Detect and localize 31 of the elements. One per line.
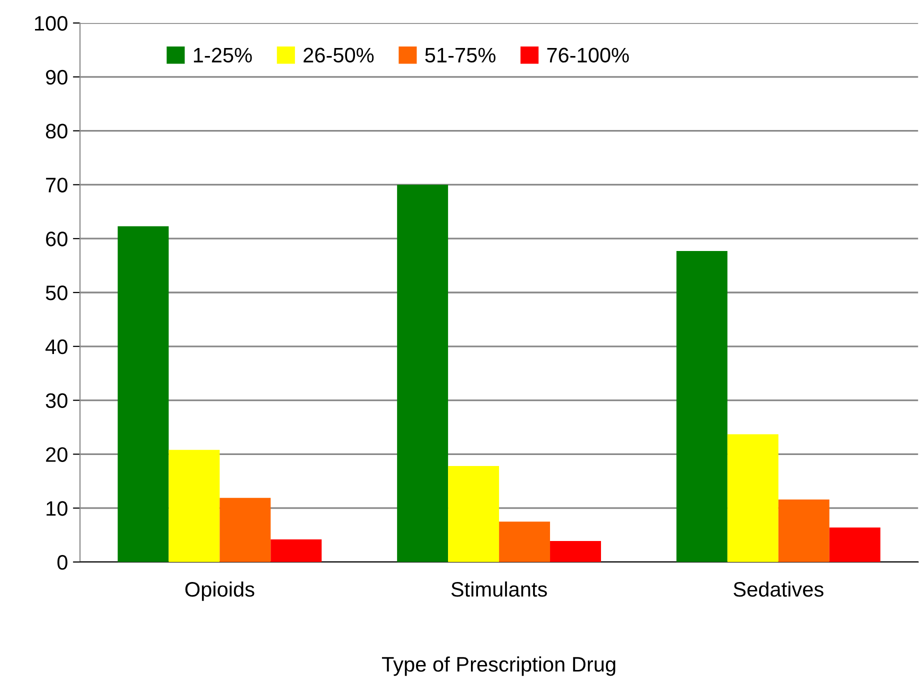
bar (270, 539, 322, 562)
legend-label: 76-100% (547, 48, 629, 63)
bar (499, 522, 550, 562)
bar (220, 498, 271, 562)
bar (168, 450, 220, 562)
y-tick-label: 20 (46, 447, 68, 462)
bar (550, 540, 602, 562)
bar (397, 184, 448, 562)
x-tick-label: Opioids (185, 581, 254, 601)
legend-label: 51-75% (425, 48, 496, 63)
x-axis-title: Type of Prescription Drug (382, 656, 616, 676)
y-tick-label: 70 (46, 178, 68, 192)
y-tick-label: 60 (46, 232, 68, 246)
bar (829, 528, 880, 562)
y-tick-label: 90 (46, 70, 68, 85)
bar (676, 250, 728, 562)
y-tick-label: 40 (46, 339, 68, 354)
y-tick-label: 80 (46, 124, 68, 139)
y-tick-label: 0 (57, 555, 68, 570)
bar (118, 226, 169, 562)
bar (778, 499, 830, 562)
legend-label: 1-25% (194, 48, 252, 63)
y-tick-label: 10 (46, 501, 68, 516)
y-tick-label: 30 (46, 393, 68, 408)
bar (727, 434, 778, 562)
y-tick-label: 100 (35, 16, 68, 31)
y-tick-label: 50 (46, 286, 68, 300)
bar (448, 466, 500, 562)
x-tick-label: Stimulants (451, 581, 547, 597)
x-tick-label: Sedatives (734, 581, 824, 597)
legend-label: 26-50% (304, 48, 374, 63)
